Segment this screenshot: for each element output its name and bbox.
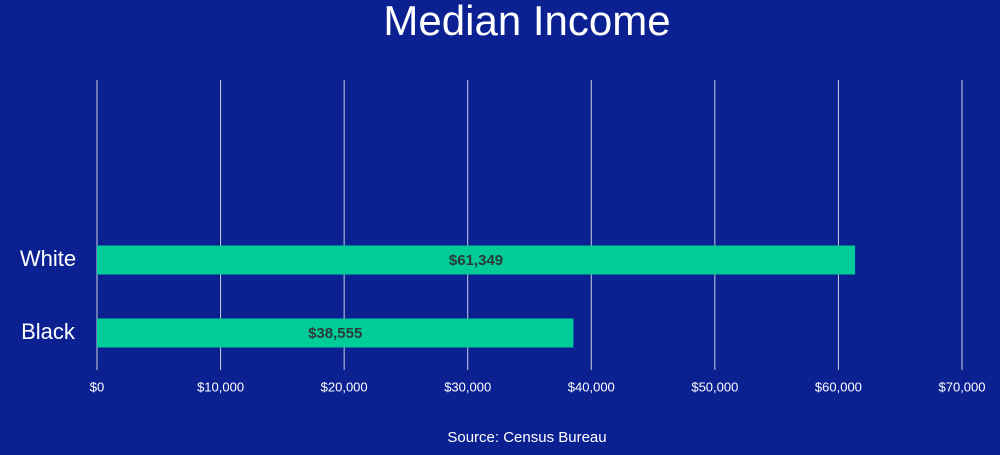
x-tick-label: $50,000	[691, 379, 738, 394]
value-label: $38,555	[308, 325, 362, 342]
bar	[97, 318, 574, 348]
x-tick-label: $40,000	[568, 379, 615, 394]
x-tick-label: $10,000	[197, 379, 244, 394]
chart-title: Median Income	[383, 0, 670, 44]
x-tick-label: $0	[90, 379, 104, 394]
value-label: $61,349	[449, 252, 503, 269]
y-tick-label: Black	[21, 319, 76, 344]
source-note: Source: Census Bureau	[447, 429, 606, 446]
bar	[97, 245, 856, 275]
x-tick-label: $20,000	[321, 379, 368, 394]
x-tick-label: $30,000	[444, 379, 491, 394]
x-tick-label: $70,000	[939, 379, 986, 394]
x-tick-label: $60,000	[815, 379, 862, 394]
y-tick-label: White	[20, 246, 76, 271]
